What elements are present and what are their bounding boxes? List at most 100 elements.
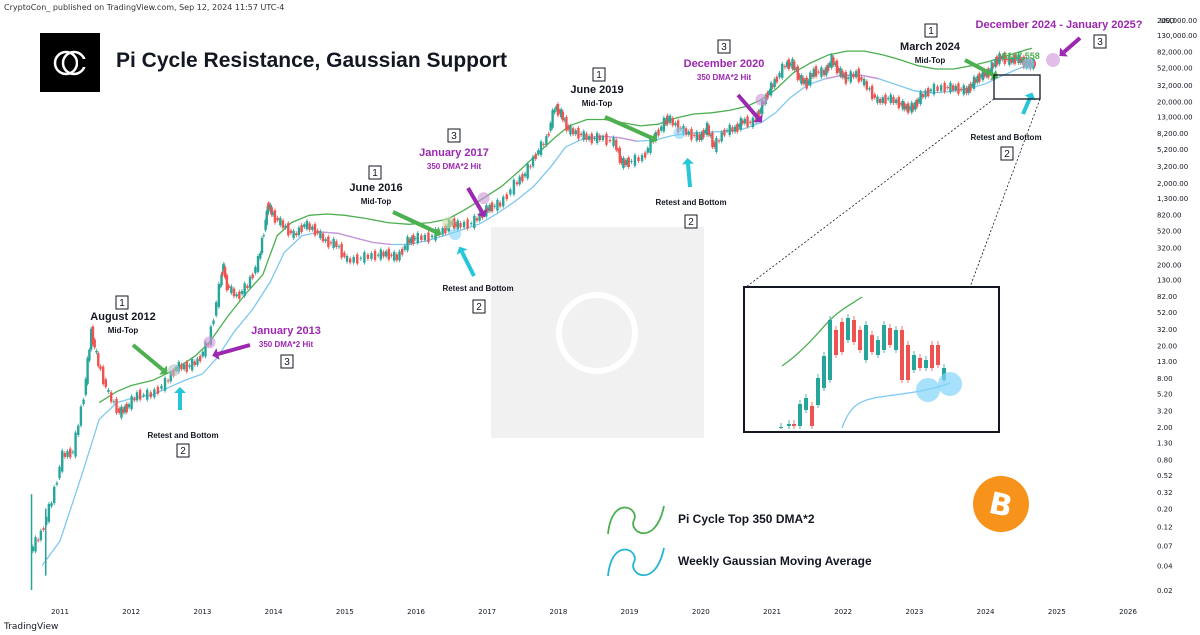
candle bbox=[89, 328, 93, 350]
candle bbox=[395, 254, 399, 261]
candle bbox=[704, 130, 707, 133]
candle bbox=[932, 84, 936, 95]
candle bbox=[121, 408, 125, 413]
candle bbox=[884, 94, 887, 104]
candle bbox=[163, 377, 167, 391]
arrow-head bbox=[433, 226, 442, 238]
candle bbox=[260, 238, 264, 254]
y-tick-label: 0.80 bbox=[1157, 457, 1173, 465]
candle bbox=[667, 118, 670, 120]
candle bbox=[259, 253, 262, 259]
candle bbox=[430, 235, 434, 238]
candle bbox=[712, 142, 716, 148]
arrow-head bbox=[1059, 47, 1068, 57]
candle bbox=[264, 219, 267, 231]
candle bbox=[235, 294, 238, 297]
candle bbox=[531, 156, 535, 167]
candle bbox=[849, 71, 852, 83]
candle bbox=[992, 64, 995, 67]
candle bbox=[736, 124, 739, 132]
candle bbox=[862, 78, 866, 86]
candle bbox=[74, 432, 77, 457]
candle bbox=[608, 139, 612, 142]
candle bbox=[820, 67, 823, 77]
candle bbox=[1008, 55, 1011, 65]
y-tick-label: 520.00 bbox=[1157, 227, 1182, 235]
candle bbox=[1005, 58, 1009, 60]
candle bbox=[36, 539, 40, 541]
y-tick-label: 0.02 bbox=[1157, 587, 1173, 595]
y-tick-label: 820.00 bbox=[1157, 211, 1182, 219]
y-tick-label: 3,200.00 bbox=[1157, 163, 1188, 171]
candle bbox=[88, 349, 91, 361]
candle bbox=[539, 141, 543, 156]
candle bbox=[725, 130, 729, 132]
annotation-text: Retest and Bottom bbox=[655, 198, 726, 207]
annotation-text: 350 DMA*2 Hit bbox=[259, 340, 314, 349]
candle bbox=[545, 136, 548, 145]
candle bbox=[97, 353, 100, 367]
chart-title: Pi Cycle Resistance, Gaussian Support bbox=[116, 49, 507, 72]
candle bbox=[649, 138, 652, 153]
candle bbox=[473, 215, 476, 229]
y-tick-label: 320.00 bbox=[1157, 245, 1182, 253]
candle bbox=[529, 166, 532, 168]
candle bbox=[53, 486, 56, 504]
candle bbox=[728, 124, 731, 135]
candle bbox=[401, 248, 404, 255]
candle bbox=[739, 118, 743, 130]
candle bbox=[969, 83, 972, 92]
y-tick-label: 2.00 bbox=[1157, 424, 1173, 432]
candle bbox=[971, 83, 974, 87]
inset-candle bbox=[798, 404, 802, 426]
candle bbox=[832, 57, 835, 66]
candle bbox=[1011, 57, 1015, 63]
inset-candle bbox=[779, 427, 783, 428]
annotation-text: December 2020 bbox=[684, 58, 765, 70]
y-tick-label: 32,000.00 bbox=[1157, 82, 1193, 90]
highlight-circle bbox=[1022, 57, 1035, 70]
x-tick-label: 2018 bbox=[549, 608, 567, 616]
candle bbox=[61, 450, 64, 472]
candle bbox=[998, 53, 1001, 65]
annotation-arrow bbox=[604, 115, 653, 140]
marker-number: 2 bbox=[688, 217, 694, 228]
candle bbox=[659, 126, 663, 131]
candle bbox=[340, 243, 343, 258]
y-tick-label: 1.30 bbox=[1157, 439, 1173, 447]
candle bbox=[95, 350, 98, 353]
candle bbox=[332, 238, 335, 248]
candle bbox=[601, 136, 605, 141]
candle bbox=[335, 241, 338, 247]
candle bbox=[135, 392, 139, 401]
candle bbox=[370, 253, 373, 259]
annotation-arrow bbox=[964, 58, 994, 77]
inset-candle bbox=[822, 356, 826, 388]
candle bbox=[63, 452, 67, 457]
candle bbox=[466, 219, 469, 229]
candle bbox=[857, 68, 860, 82]
candle bbox=[571, 128, 575, 135]
candle bbox=[805, 77, 808, 89]
candle bbox=[921, 94, 925, 98]
candle bbox=[130, 396, 133, 410]
inset-candle bbox=[894, 330, 898, 350]
candle bbox=[190, 359, 194, 371]
y-tick-label: 130.00 bbox=[1157, 277, 1182, 285]
inset-candle bbox=[846, 318, 850, 340]
candle bbox=[687, 131, 690, 135]
candle bbox=[919, 91, 922, 105]
candle bbox=[193, 361, 197, 365]
inset-highlight-circle bbox=[916, 378, 940, 402]
candle bbox=[478, 213, 481, 221]
candle bbox=[915, 99, 919, 107]
zoom-connector bbox=[969, 98, 1041, 288]
candle bbox=[612, 137, 615, 146]
candle bbox=[1001, 55, 1004, 60]
y-tick-label: 0.12 bbox=[1157, 524, 1173, 532]
inset-candle bbox=[840, 322, 844, 352]
candle bbox=[410, 237, 413, 244]
inset-candle bbox=[852, 320, 856, 342]
candle bbox=[238, 291, 241, 299]
tradingview-label: TradingView bbox=[4, 622, 59, 632]
